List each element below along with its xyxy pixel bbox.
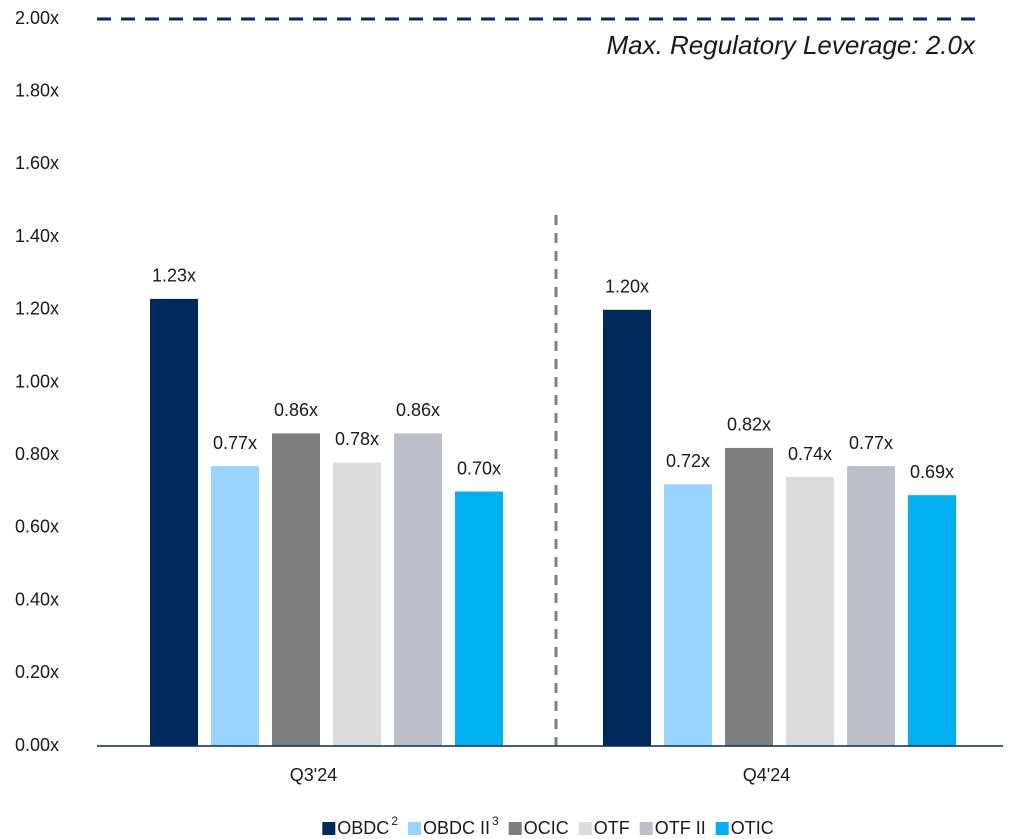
bar <box>786 477 834 746</box>
y-tick-label: 1.00x <box>15 371 59 391</box>
bar <box>272 433 320 746</box>
bar <box>211 466 259 746</box>
y-tick-label: 0.80x <box>15 444 59 464</box>
data-label: 1.23x <box>152 266 196 286</box>
data-label: 0.86x <box>274 400 318 420</box>
y-tick-label: 1.80x <box>15 80 59 100</box>
data-label: 0.70x <box>457 458 501 478</box>
legend-footnote: 2 <box>391 814 398 828</box>
legend-label: OBDC <box>337 818 389 838</box>
y-tick-label: 0.40x <box>15 589 59 609</box>
legend-swatch <box>715 822 729 835</box>
legend-label: OTF II <box>655 818 706 838</box>
reference-label: Max. Regulatory Leverage: 2.0x <box>606 30 976 60</box>
bar <box>150 298 198 746</box>
bar <box>847 466 895 746</box>
legend-label: OCIC <box>524 818 569 838</box>
data-label: 0.86x <box>396 400 440 420</box>
data-label: 0.74x <box>788 444 832 464</box>
data-label: 0.78x <box>335 429 379 449</box>
bar <box>394 433 442 746</box>
legend-swatch <box>639 822 653 835</box>
bar <box>908 495 956 746</box>
y-tick-label: 2.00x <box>15 8 59 28</box>
legend-swatch <box>508 822 522 835</box>
y-tick-label: 0.60x <box>15 517 59 537</box>
bar <box>333 462 381 746</box>
legend: OBDC 2 OBDC II 3 OCIC OTF OTF II OTIC <box>322 814 774 838</box>
legend-swatch <box>578 822 592 835</box>
y-tick-label: 1.40x <box>15 226 59 246</box>
bar <box>603 309 651 746</box>
y-tick-label: 1.60x <box>15 153 59 173</box>
data-label: 0.77x <box>849 433 893 453</box>
bar <box>455 491 503 746</box>
bar <box>725 447 773 746</box>
bar <box>664 484 712 746</box>
data-label: 0.77x <box>213 433 257 453</box>
legend-label: OTF <box>594 818 630 838</box>
y-tick-label: 0.20x <box>15 662 59 682</box>
data-label: 0.82x <box>727 415 771 435</box>
data-label: 0.72x <box>666 451 710 471</box>
x-tick-label: Q4'24 <box>743 765 790 785</box>
legend-label: OBDC II <box>423 818 490 838</box>
y-tick-label: 1.20x <box>15 299 59 319</box>
legend-swatch <box>322 822 336 835</box>
legend-swatch <box>408 822 421 835</box>
y-tick-label: 0.00x <box>15 735 59 755</box>
data-label: 0.69x <box>910 462 954 482</box>
legend-footnote: 3 <box>492 814 499 828</box>
legend-label: OTIC <box>731 818 774 838</box>
data-label: 1.20x <box>605 277 649 297</box>
x-tick-label: Q3'24 <box>290 765 337 785</box>
